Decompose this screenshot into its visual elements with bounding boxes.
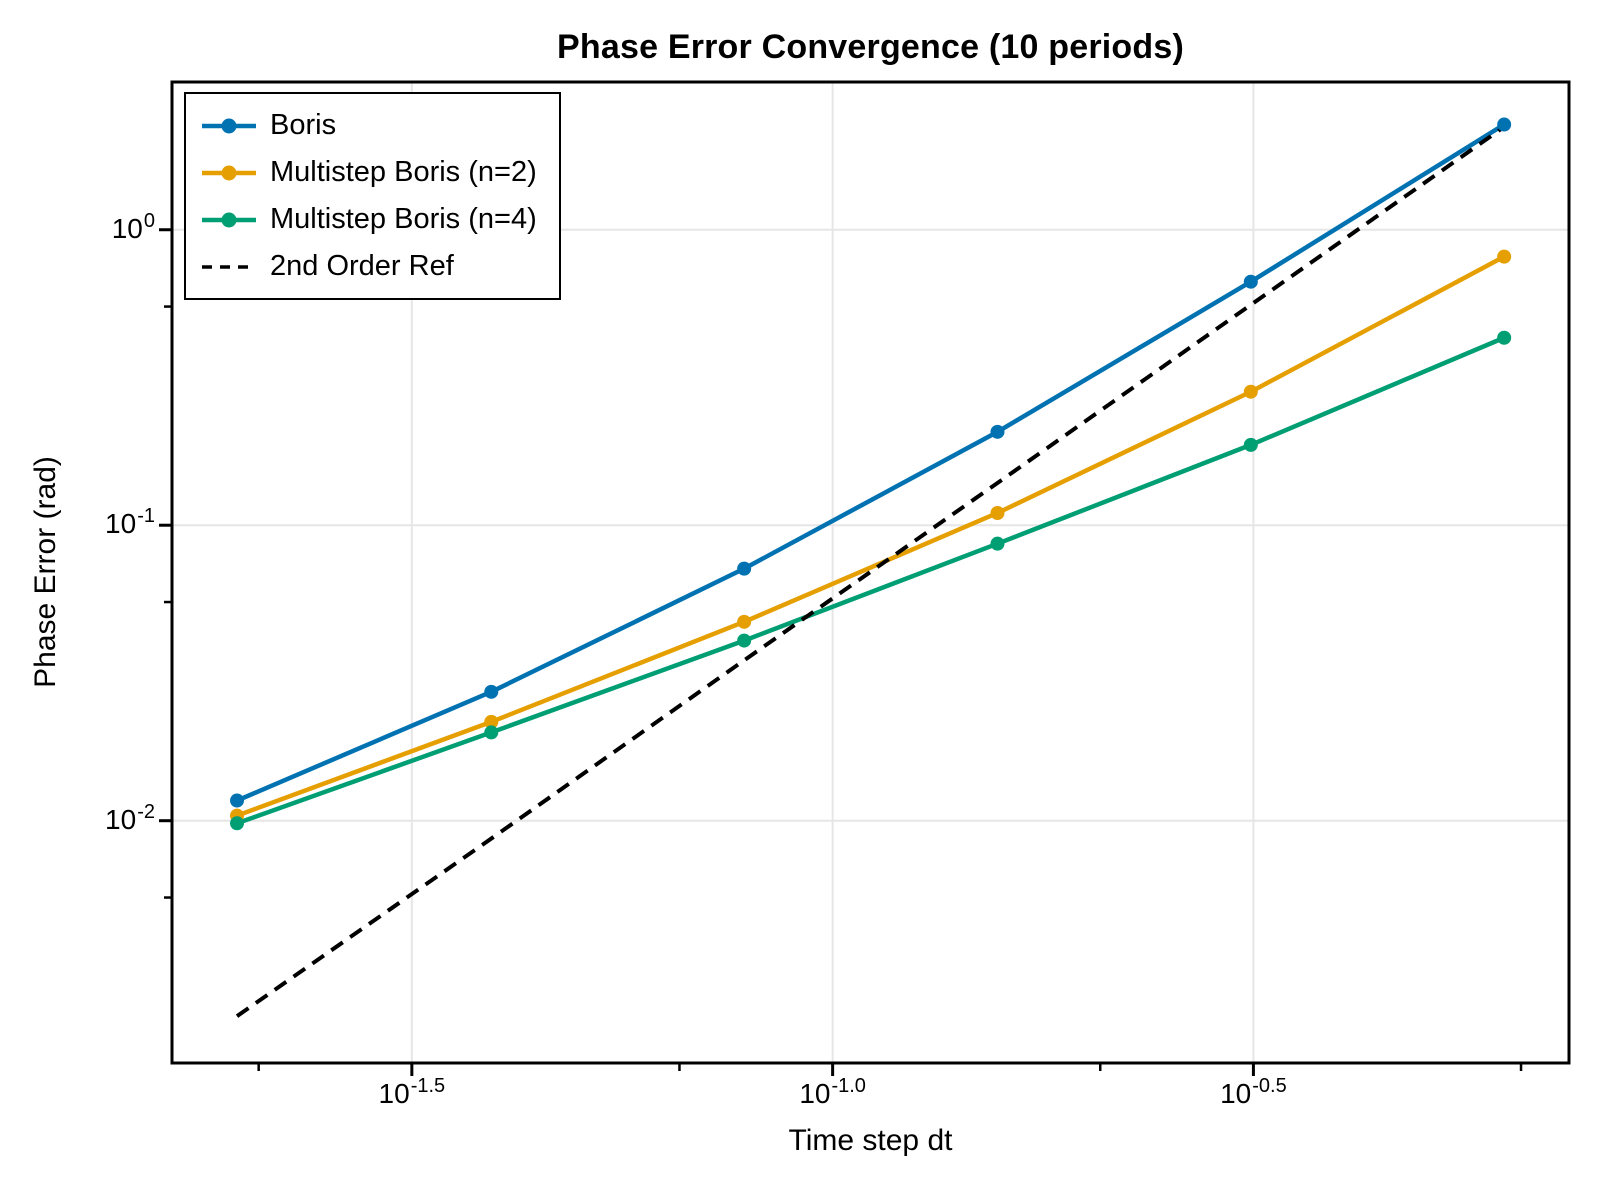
legend-item-label: Multistep Boris (n=4) [270,203,537,235]
legend-line-marker-icon [202,212,256,227]
data-point-marker [484,714,499,729]
legend-item-label: Multistep Boris (n=2) [270,156,537,188]
data-point-marker [737,633,752,648]
data-point-marker [990,505,1005,520]
data-point-marker [737,561,752,576]
data-point-marker [484,725,499,740]
data-point-marker [1497,249,1512,264]
data-point-marker [737,614,752,629]
axis-spines [170,80,1571,1065]
legend: Boris Multistep Boris (n=2) Multistep Bori… [184,92,561,300]
legend-line-marker-icon [202,118,256,133]
legend-line-marker-icon [202,165,256,180]
data-point-marker [990,536,1005,551]
legend-item-boris: Boris [200,102,537,149]
x-axis-label: Time step dt [788,1124,953,1157]
y-tick-label: 10-2 [105,800,155,835]
chart-title: Phase Error Convergence (10 periods) [557,28,1184,66]
data-point-marker [1243,274,1258,289]
data-point-marker [990,424,1005,439]
legend-item-2nd-order-ref: 2nd Order Ref [200,243,537,290]
legend-dashed-line-icon [202,264,256,269]
series-line-multistep-boris-n-2 [236,254,1506,818]
legend-item-label: Boris [270,109,337,141]
legend-item-multistep-boris-n-4: Multistep Boris (n=4) [200,196,537,243]
x-tick-label: 10-1.5 [378,1075,446,1109]
data-point-marker [484,684,499,699]
reference-line-2nd-order-ref [235,125,1506,1018]
y-axis-label: Phase Error (rad) [29,456,62,688]
data-point-marker [1497,117,1512,132]
data-point-marker [1243,384,1258,399]
data-point-marker [1243,437,1258,452]
x-tick-label: 10-0.5 [1220,1075,1287,1109]
y-tick-label: 100 [111,209,155,244]
data-point-marker [230,793,245,808]
x-tick-label: 10-1.0 [799,1075,866,1109]
series-line-multistep-boris-n-4 [236,335,1506,826]
series-line-boris [236,122,1506,803]
y-tick-label: 10-1 [105,505,155,540]
legend-item-multistep-boris-n-2: Multistep Boris (n=2) [200,149,537,196]
data-point-marker [230,816,245,831]
data-point-marker [1497,330,1512,345]
legend-item-label: 2nd Order Ref [270,250,454,282]
